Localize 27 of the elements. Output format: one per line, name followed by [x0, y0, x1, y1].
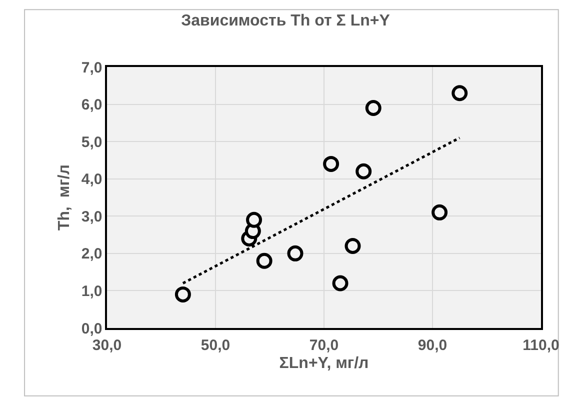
point — [246, 212, 262, 228]
x-tick-label: 90,0 — [418, 336, 448, 354]
x-tick-label: 110,0 — [522, 336, 560, 354]
x-tick-label: 30,0 — [92, 336, 122, 354]
y-tick-label: 2,0 — [81, 246, 102, 263]
y-tick-label: 1,0 — [81, 282, 102, 300]
point — [174, 286, 191, 302]
point — [356, 163, 372, 180]
chart-title: Зависимость Th от Σ Ln+Y — [181, 12, 390, 30]
y-tick-label: 3,0 — [81, 208, 102, 226]
x-axis-title: ΣLn+Y, мг/л — [279, 354, 369, 372]
y-tick-label: 6,0 — [81, 96, 102, 114]
y-tick-label: 5,0 — [81, 134, 102, 151]
y-tick-label: 7,0 — [81, 59, 102, 76]
point — [365, 100, 382, 116]
point — [344, 238, 361, 254]
point — [287, 245, 304, 262]
y-tick-label: 0,0 — [81, 320, 102, 338]
point — [452, 85, 468, 102]
point — [256, 252, 272, 269]
x-tick-label: 70,0 — [309, 336, 339, 354]
y-tick-label: 4,0 — [81, 171, 102, 188]
y-axis-title: Th, мг/л — [56, 164, 73, 230]
point — [332, 275, 348, 292]
point — [432, 204, 448, 220]
point — [323, 156, 340, 172]
x-tick-label: 50,0 — [200, 336, 230, 354]
